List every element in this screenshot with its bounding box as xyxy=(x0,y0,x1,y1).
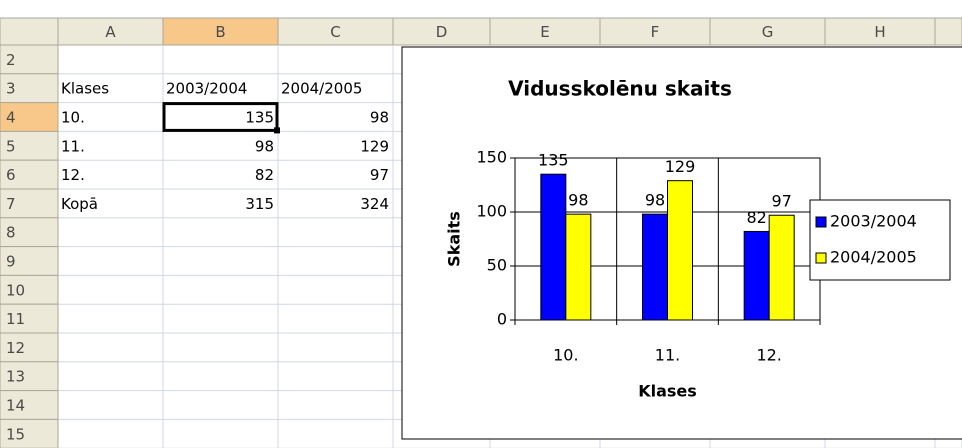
data-label: 98 xyxy=(568,191,588,210)
row-header[interactable] xyxy=(0,44,59,75)
cell[interactable]: Kopā xyxy=(61,195,98,213)
y-axis-label: Skaits xyxy=(445,211,464,267)
legend-swatch xyxy=(815,252,827,264)
row-header-label: 2 xyxy=(6,51,16,69)
row-header[interactable] xyxy=(0,159,59,190)
chart-title: Vidusskolēnu skaits xyxy=(508,77,732,101)
row-header-label: 4 xyxy=(6,109,16,127)
data-label: 135 xyxy=(538,151,569,170)
top-strip xyxy=(0,0,962,18)
cell[interactable]: 135 xyxy=(245,109,274,127)
row-header-label: 3 xyxy=(6,80,16,98)
row-header-label: 14 xyxy=(6,397,25,415)
cell[interactable]: 10. xyxy=(61,109,85,127)
row-header-label: 13 xyxy=(6,368,25,386)
column-header[interactable] xyxy=(824,17,936,46)
cell[interactable]: 129 xyxy=(360,137,389,155)
bar xyxy=(667,180,693,321)
bar xyxy=(743,230,770,321)
cell[interactable]: 11. xyxy=(61,137,85,155)
row-header[interactable] xyxy=(0,332,59,363)
row-header[interactable] xyxy=(0,418,59,448)
cell[interactable]: 2004/2005 xyxy=(281,80,362,98)
row-header[interactable] xyxy=(0,274,59,305)
legend xyxy=(809,199,951,281)
column-header[interactable] xyxy=(277,17,394,46)
data-label: 129 xyxy=(665,157,696,176)
y-tick-label: 100 xyxy=(476,202,507,221)
data-label: 82 xyxy=(746,208,766,227)
row-header-label: 5 xyxy=(6,137,16,155)
cell[interactable]: 324 xyxy=(360,195,389,213)
y-tick-label: 0 xyxy=(497,310,507,329)
column-header[interactable] xyxy=(162,17,279,46)
bar xyxy=(768,214,795,321)
row-header-label: 12 xyxy=(6,339,25,357)
row-header[interactable] xyxy=(0,102,59,132)
bar xyxy=(540,173,567,321)
cell[interactable]: 82 xyxy=(255,166,274,184)
column-header-label: D xyxy=(436,23,448,41)
column-header xyxy=(934,17,962,46)
x-tick-label: 10. xyxy=(553,346,578,365)
row-header[interactable] xyxy=(0,390,59,420)
y-tick-label: 150 xyxy=(476,148,507,167)
legend-label: 2003/2004 xyxy=(830,212,917,231)
selected-cell xyxy=(162,102,279,132)
column-header-label: G xyxy=(762,23,774,41)
x-tick-label: 12. xyxy=(756,346,781,365)
column-header-label: H xyxy=(874,23,885,41)
row-header-label: 8 xyxy=(6,224,16,242)
x-axis-label: Klases xyxy=(638,382,697,401)
cell[interactable]: 98 xyxy=(370,109,389,127)
bar xyxy=(565,213,592,321)
cell[interactable]: 12. xyxy=(61,166,85,184)
row-header-label: 7 xyxy=(6,195,16,213)
data-label: 97 xyxy=(771,192,791,211)
column-header[interactable] xyxy=(599,17,711,46)
row-header-label: 6 xyxy=(6,166,16,184)
cell[interactable]: 2003/2004 xyxy=(166,80,247,98)
row-header-label: 11 xyxy=(6,310,25,328)
column-header-label: C xyxy=(330,23,340,41)
row-header[interactable] xyxy=(0,188,59,219)
legend-label: 2004/2005 xyxy=(830,248,917,267)
column-header[interactable] xyxy=(57,17,164,46)
cell[interactable]: Klases xyxy=(61,80,109,98)
bar xyxy=(642,213,668,321)
row-header[interactable] xyxy=(0,246,59,276)
y-tick-label: 50 xyxy=(487,256,507,275)
fill-handle xyxy=(274,127,280,134)
legend-swatch xyxy=(815,216,827,228)
corner xyxy=(0,17,59,46)
x-tick-label: 11. xyxy=(655,346,680,365)
column-header-label: F xyxy=(651,23,660,41)
row-header[interactable] xyxy=(0,217,59,248)
row-header-label: 15 xyxy=(6,425,25,443)
column-header-label: A xyxy=(105,23,116,41)
column-header-label: E xyxy=(540,23,549,41)
cell[interactable]: 98 xyxy=(255,137,274,155)
column-header[interactable] xyxy=(489,17,601,46)
column-header-label: B xyxy=(215,23,225,41)
column-header[interactable] xyxy=(709,17,826,46)
cell[interactable]: 97 xyxy=(370,166,389,184)
row-header[interactable] xyxy=(0,73,59,104)
data-label: 98 xyxy=(645,191,665,210)
cell[interactable]: 315 xyxy=(245,195,274,213)
row-header-label: 10 xyxy=(6,281,25,299)
row-header-label: 9 xyxy=(6,253,16,271)
